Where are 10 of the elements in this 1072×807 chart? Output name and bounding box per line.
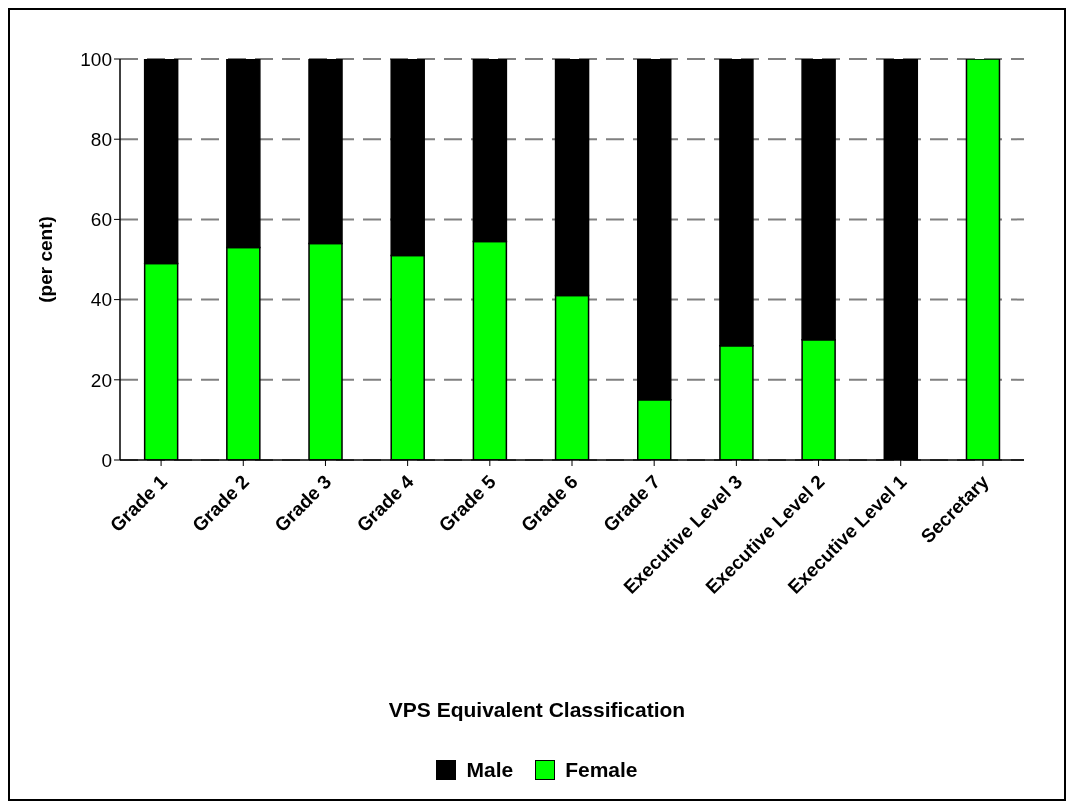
x-axis-title: VPS Equivalent Classification [387,698,687,722]
legend-label: Male [465,758,514,782]
y-tick-label: 0 [101,449,112,471]
y-tick-label: 60 [90,209,112,231]
legend-label: Female [564,758,638,782]
y-tick-label: 80 [90,128,112,150]
y-axis-title: (per cent) [34,216,56,303]
y-tick-label: 20 [90,369,112,391]
y-tick-label: 100 [80,48,112,70]
y-tick-label: 40 [90,289,112,311]
